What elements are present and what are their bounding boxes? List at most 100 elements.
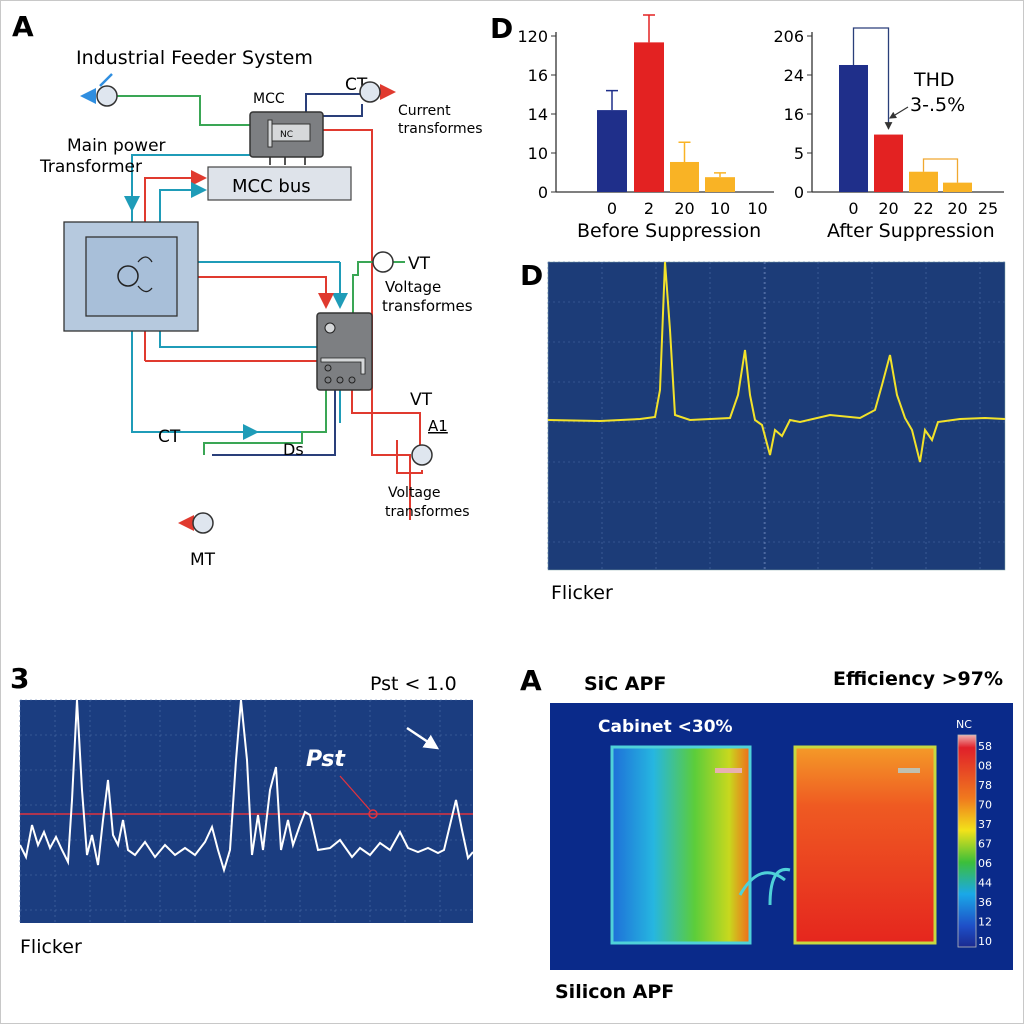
y-tick-label: 24 — [784, 66, 804, 85]
vt-mid-label: VT — [408, 254, 431, 274]
current-transformers-label-1: Current — [398, 103, 451, 119]
cabinet-sic — [610, 745, 752, 945]
diagram-title: Industrial Feeder System — [76, 47, 313, 69]
thd-arrow-icon — [888, 106, 909, 119]
sic-apf-label: SiC APF — [584, 673, 666, 695]
x-tick-label: 10 — [747, 199, 767, 218]
colorbar-tick-label: 44 — [978, 877, 992, 890]
colorbar-tick-label: 70 — [978, 799, 992, 812]
current-transformers-label-2: transformes — [398, 121, 483, 137]
flicker-d-caption: Flicker — [551, 582, 613, 604]
panel-label-3: 3 — [10, 662, 29, 695]
colorbar — [957, 734, 977, 948]
colorbar-tick-label: 58 — [978, 740, 992, 753]
bar — [839, 64, 868, 192]
thd-annotation-1: THD — [913, 69, 955, 91]
error-bar — [714, 172, 726, 178]
mcc-display-bracket — [267, 119, 273, 148]
flicker-3-background — [20, 700, 473, 923]
main-transformer-label-2: Transformer — [39, 157, 142, 177]
flicker-3-plot — [19, 699, 474, 923]
mcc-label: MCC — [253, 91, 285, 107]
colorbar-tick-label: 12 — [978, 916, 992, 929]
flicker-d-background — [547, 261, 1006, 571]
flicker-d-plot — [547, 261, 1006, 571]
drive-terminal — [324, 364, 332, 372]
x-tick-label: 20 — [674, 199, 694, 218]
colorbar-tick-label: 10 — [978, 935, 992, 948]
wire-navy-ct-bottom — [212, 390, 336, 456]
trend-arrow-icon — [406, 726, 440, 750]
vt-bottom-label: VT — [410, 390, 433, 410]
panel-label-a-thermal: A — [520, 664, 542, 697]
bar — [909, 171, 938, 192]
error-bar — [643, 14, 655, 43]
mcc-bus-label: MCC bus — [232, 176, 311, 197]
ds-label: Ds — [283, 440, 304, 459]
wire-red-loop — [396, 440, 423, 474]
cabinet-temp-label: Cabinet <30% — [598, 717, 733, 737]
comparison-bracket — [852, 27, 893, 130]
y-tick-label: 206 — [773, 27, 804, 46]
wire-teal-down — [124, 154, 250, 212]
thermal-image — [550, 703, 1013, 970]
voltage-transformers-bottom-2: transformes — [385, 504, 470, 520]
x-tick-label: 2 — [644, 199, 654, 218]
voltage-transformers-mid-2: transformes — [382, 297, 473, 315]
colorbar-title: NC — [956, 718, 972, 731]
flicker-3-caption: Flicker — [20, 936, 82, 958]
silicon-apf-label: Silicon APF — [555, 981, 674, 1003]
y-tick-label: 10 — [528, 144, 548, 163]
wire-navy-ct — [305, 93, 363, 117]
y-tick-label: 120 — [517, 27, 548, 46]
panel-label-a: A — [12, 10, 34, 43]
mt-label: MT — [190, 550, 216, 570]
x-tick-label: 0 — [848, 199, 858, 218]
xlabel-before: Before Suppression — [577, 220, 761, 242]
y-tick-label: 0 — [538, 183, 548, 202]
pst-label: Pst — [306, 747, 346, 772]
efficiency-label: Efficiency >97% — [833, 668, 1003, 690]
colorbar-tick-label: 08 — [978, 760, 992, 773]
main-transformer-label-1: Main power — [67, 136, 166, 156]
colorbar-tick-label: 67 — [978, 838, 992, 851]
pst-leader — [339, 775, 371, 811]
drive-terminal — [324, 376, 332, 384]
pst-limit-text: Pst < 1.0 — [370, 673, 457, 695]
mcc-bus — [207, 166, 352, 201]
pst-marker — [368, 809, 378, 819]
x-tick-label: 10 — [710, 199, 730, 218]
motor-winding-icon — [137, 256, 153, 293]
bar — [597, 110, 627, 192]
colorbar-tick-label: 78 — [978, 779, 992, 792]
flicker-3-trace — [19, 699, 474, 874]
wire-red-vt — [312, 129, 411, 520]
main-transformer-icon — [96, 85, 118, 107]
bar-chart-after: 0 5 16 24 206 0 20 22 20 25 — [773, 27, 1004, 218]
bar — [705, 177, 735, 192]
cabinet-silicon — [793, 745, 937, 945]
drive-terminal — [336, 376, 344, 384]
error-bar — [606, 89, 618, 111]
x-tick-label: 25 — [978, 199, 998, 218]
panel-label-d-flicker: D — [520, 259, 543, 292]
x-tick-label: 0 — [607, 199, 617, 218]
main-transformer-tick — [99, 73, 113, 87]
thd-annotation-2: 3-.5% — [910, 94, 965, 116]
comparison-bracket — [922, 158, 959, 183]
ct-top-icon — [359, 81, 381, 103]
wire-red-return — [144, 276, 334, 309]
x-tick-label: 20 — [947, 199, 967, 218]
y-tick-label: 16 — [784, 105, 804, 124]
vt-bottom-icon — [411, 444, 433, 466]
flicker-d-grid — [547, 261, 1005, 570]
wire-green-main — [116, 95, 250, 126]
y-tick-label: 5 — [794, 144, 804, 163]
mcc-device-text: NC — [280, 130, 293, 140]
bar — [634, 42, 664, 192]
bar-chart-before: 0 10 14 16 120 0 2 20 10 10 — [517, 14, 774, 218]
motor-icon — [117, 265, 139, 287]
drive-terminal — [348, 376, 356, 384]
wire-red-vt-bottom — [351, 390, 421, 445]
